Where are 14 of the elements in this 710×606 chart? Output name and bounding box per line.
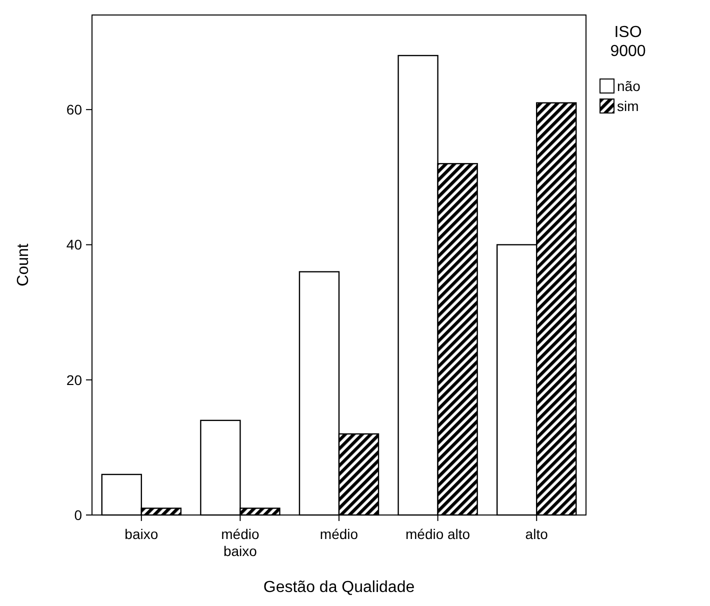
x-tick-label: alto — [525, 526, 548, 542]
legend-label: não — [617, 78, 641, 94]
y-axis-title: Count — [15, 243, 32, 286]
x-tick-label: médio — [320, 526, 358, 542]
x-axis-title: Gestão da Qualidade — [263, 579, 415, 596]
y-tick-label: 40 — [66, 236, 82, 253]
legend-title: ISO 9000 — [610, 24, 646, 60]
x-tick-label: médio baixo — [221, 526, 260, 559]
y-tick-label: 20 — [66, 372, 82, 388]
y-tick-label: 60 — [66, 101, 82, 118]
y-tick-label: 0 — [74, 506, 82, 523]
x-tick-label: baixo — [124, 526, 158, 542]
legend-label: sim — [617, 98, 639, 114]
x-tick-label: médio alto — [406, 526, 470, 542]
